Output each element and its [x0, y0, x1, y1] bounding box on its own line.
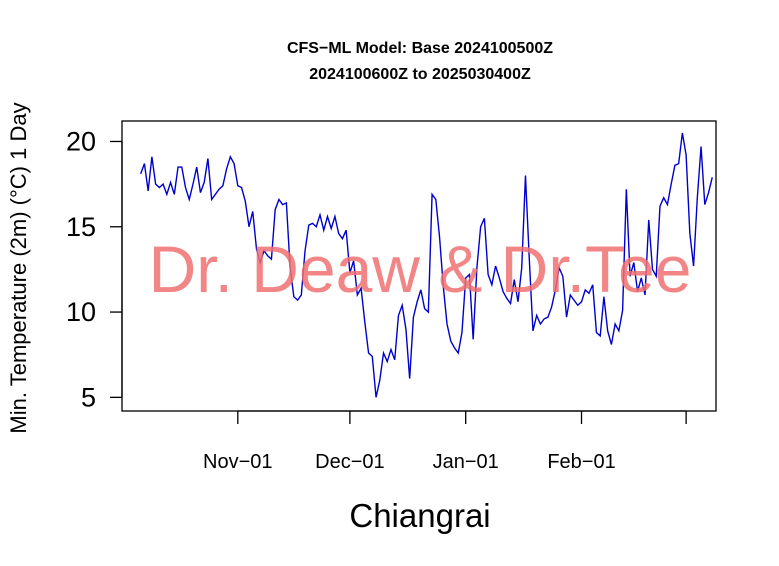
x-tick-label: Jan−01 — [433, 451, 499, 473]
chart-title: CFS−ML Model: Base 2024100500Z — [287, 40, 553, 57]
y-axis: 5 10 15 20 — [66, 126, 123, 412]
x-axis-label: Chiangrai — [349, 497, 490, 534]
y-tick-label: 20 — [66, 126, 96, 156]
y-tick-label: 15 — [66, 212, 96, 242]
x-tick-label: Nov−01 — [203, 451, 273, 473]
y-axis-label: Min. Temperature (2m) (°C) 1 Day — [6, 102, 31, 433]
x-tick-label: Dec−01 — [315, 451, 385, 473]
series-line-min-temperature — [140, 132, 713, 398]
y-tick-label: 10 — [66, 297, 96, 327]
watermark-text: Dr. Deaw & Dr.Tee — [149, 232, 692, 306]
chart-subtitle: 2024100600Z to 2025030400Z — [309, 66, 531, 83]
x-tick-label: Feb−01 — [547, 451, 615, 473]
y-tick-label: 5 — [81, 382, 96, 412]
x-axis: Nov−01 Dec−01 Jan−01 Feb−01 — [203, 410, 687, 473]
